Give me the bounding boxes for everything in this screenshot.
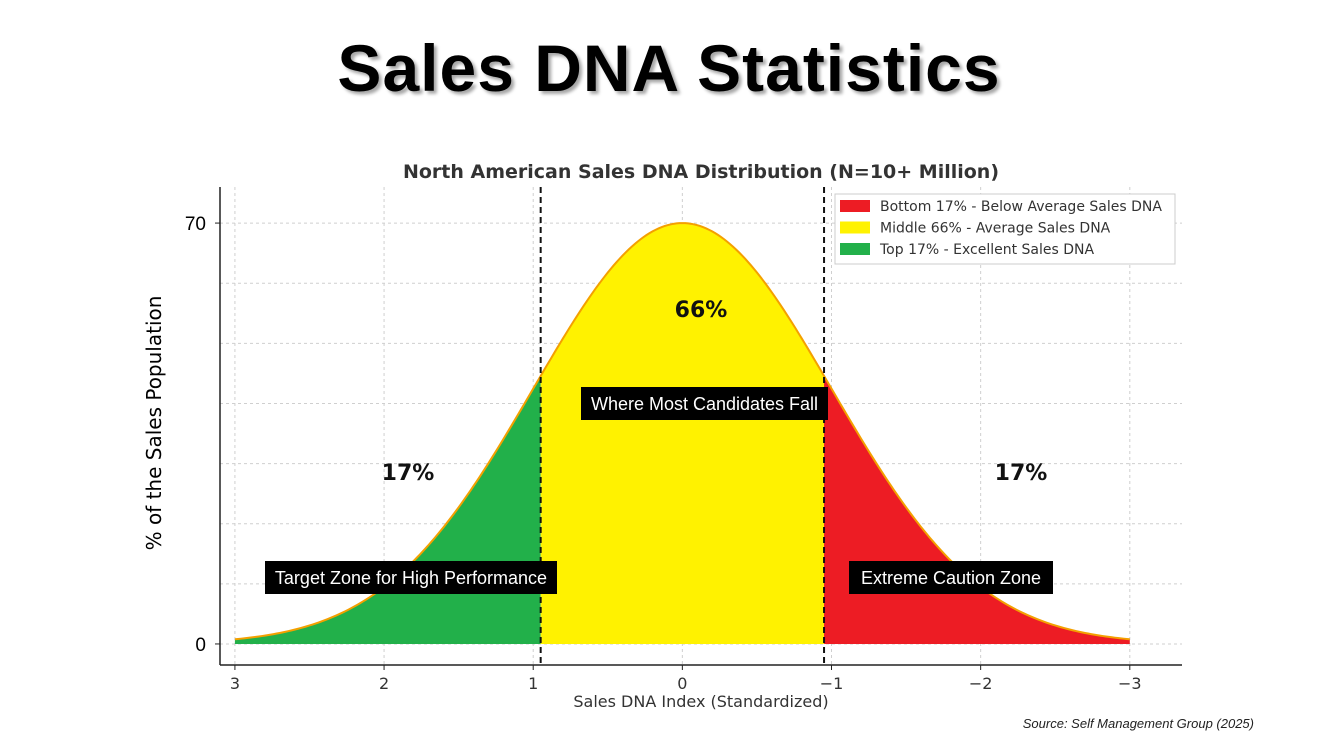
tick-labels: 3 2 1 0 −1 −2 −3 0 70: [185, 214, 1142, 693]
pct-label-0: 17%: [382, 461, 435, 486]
x-axis-label: Sales DNA Index (Standardized): [573, 692, 828, 711]
chart-title: North American Sales DNA Distribution (N…: [403, 161, 999, 183]
region-area-2: [824, 375, 1130, 644]
x-tick-label-3: 0: [677, 674, 687, 693]
y-axis-label: % of the Sales Population: [142, 296, 166, 551]
x-tick-label-0: 3: [230, 674, 240, 693]
annotation-box-1: [581, 387, 828, 420]
annotation-text-0: Target Zone for High Performance: [275, 568, 547, 588]
pct-label-1: 66%: [675, 298, 728, 323]
annotation-text-1: Where Most Candidates Fall: [591, 394, 818, 414]
x-tick-label-1: 2: [379, 674, 389, 693]
legend-swatch-0: [840, 200, 870, 212]
region-area-1: [540, 223, 825, 644]
region-area-0: [234, 375, 541, 644]
x-tick-label-5: −2: [969, 674, 993, 693]
legend-swatch-1: [840, 221, 870, 234]
legend-label-2: Top 17% - Excellent Sales DNA: [879, 242, 1095, 258]
x-tick-label-4: −1: [820, 674, 844, 693]
legend: Bottom 17% - Below Average Sales DNA Midd…: [834, 193, 1176, 265]
annotations: 17% Target Zone for High Performance 66% Wh…: [265, 298, 1053, 594]
y-tick-label-1: 70: [185, 214, 206, 235]
y-tick-label-0: 0: [195, 635, 206, 656]
legend-box: [834, 193, 1176, 265]
annotation-box-0: [265, 561, 557, 594]
pct-label-2: 17%: [995, 461, 1048, 486]
annotation-text-2: Extreme Caution Zone: [861, 568, 1041, 588]
page-title: Sales DNA Statistics: [337, 31, 1001, 105]
x-tick-label-6: −3: [1118, 674, 1142, 693]
legend-label-0: Bottom 17% - Below Average Sales DNA: [880, 199, 1162, 215]
x-tick-label-2: 1: [528, 674, 538, 693]
source-note: Source: Self Management Group (2025): [1022, 716, 1254, 731]
annotation-box-2: [849, 561, 1053, 594]
legend-swatch-2: [840, 243, 870, 255]
axes: [219, 187, 1182, 666]
legend-label-1: Middle 66% - Average Sales DNA: [880, 221, 1111, 237]
